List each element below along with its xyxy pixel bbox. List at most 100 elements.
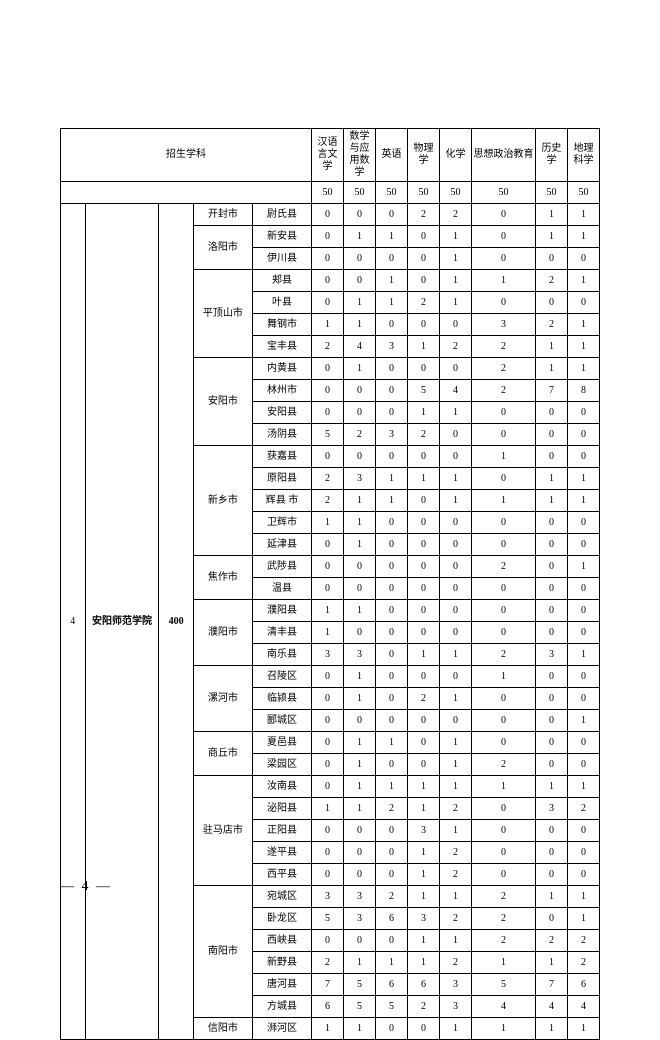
value-cell: 0: [408, 578, 440, 600]
value-cell: 1: [408, 886, 440, 908]
total-cell: 400: [159, 204, 193, 1040]
value-cell: 0: [344, 622, 376, 644]
value-cell: 1: [439, 270, 471, 292]
value-cell: 1: [567, 1018, 599, 1040]
value-cell: 1: [471, 490, 535, 512]
value-cell: 2: [471, 754, 535, 776]
subject-4: 化学: [439, 129, 471, 182]
value-cell: 2: [439, 842, 471, 864]
value-cell: 1: [408, 798, 440, 820]
value-cell: 0: [312, 204, 344, 226]
county-cell: 郾城区: [252, 710, 311, 732]
value-cell: 0: [535, 732, 567, 754]
value-cell: 2: [408, 688, 440, 710]
value-cell: 0: [408, 314, 440, 336]
value-cell: 1: [439, 820, 471, 842]
value-cell: 0: [471, 600, 535, 622]
value-cell: 0: [471, 798, 535, 820]
value-cell: 1: [471, 666, 535, 688]
header-blank: [61, 182, 312, 204]
county-cell: 临颍县: [252, 688, 311, 710]
value-cell: 3: [439, 996, 471, 1018]
value-cell: 5: [471, 974, 535, 996]
value-cell: 0: [471, 204, 535, 226]
value-cell: 0: [312, 776, 344, 798]
city-cell: 焦作市: [193, 556, 252, 600]
value-cell: 1: [567, 644, 599, 666]
value-cell: 1: [567, 556, 599, 578]
value-cell: 0: [408, 534, 440, 556]
county-cell: 濮阳县: [252, 600, 311, 622]
quota-5: 50: [471, 182, 535, 204]
value-cell: 1: [344, 512, 376, 534]
value-cell: 0: [376, 622, 408, 644]
value-cell: 2: [471, 380, 535, 402]
value-cell: 1: [567, 270, 599, 292]
quota-0: 50: [312, 182, 344, 204]
value-cell: 1: [344, 534, 376, 556]
value-cell: 0: [344, 820, 376, 842]
value-cell: 0: [471, 468, 535, 490]
value-cell: 0: [439, 600, 471, 622]
value-cell: 1: [344, 1018, 376, 1040]
value-cell: 1: [312, 600, 344, 622]
county-cell: 梁园区: [252, 754, 311, 776]
value-cell: 1: [312, 622, 344, 644]
value-cell: 3: [312, 644, 344, 666]
value-cell: 1: [439, 644, 471, 666]
table-row: 4安阳师范学院400开封市尉氏县00022011: [61, 204, 600, 226]
value-cell: 4: [567, 996, 599, 1018]
value-cell: 0: [312, 732, 344, 754]
value-cell: 0: [376, 820, 408, 842]
value-cell: 0: [344, 578, 376, 600]
value-cell: 3: [535, 644, 567, 666]
value-cell: 0: [408, 226, 440, 248]
subject-2: 英语: [376, 129, 408, 182]
value-cell: 1: [535, 336, 567, 358]
enrollment-table: 招生学科 汉语言文学 数学与应用数学 英语 物理学 化学 思想政治教育 历史学 …: [60, 128, 600, 1040]
value-cell: 0: [439, 424, 471, 446]
value-cell: 6: [376, 974, 408, 996]
value-cell: 0: [312, 578, 344, 600]
value-cell: 0: [567, 402, 599, 424]
value-cell: 1: [408, 336, 440, 358]
quota-7: 50: [567, 182, 599, 204]
value-cell: 2: [471, 336, 535, 358]
city-cell: 平顶山市: [193, 270, 252, 358]
county-cell: 南乐县: [252, 644, 311, 666]
value-cell: 1: [408, 952, 440, 974]
value-cell: 1: [439, 688, 471, 710]
subject-7: 地理科学: [567, 129, 599, 182]
value-cell: 0: [344, 380, 376, 402]
value-cell: 0: [344, 864, 376, 886]
value-cell: 0: [471, 864, 535, 886]
value-cell: 1: [439, 732, 471, 754]
value-cell: 0: [312, 248, 344, 270]
value-cell: 0: [535, 622, 567, 644]
value-cell: 0: [535, 600, 567, 622]
value-cell: 0: [471, 820, 535, 842]
value-cell: 1: [535, 886, 567, 908]
value-cell: 2: [471, 886, 535, 908]
subject-3: 物理学: [408, 129, 440, 182]
value-cell: 0: [535, 820, 567, 842]
value-cell: 1: [376, 468, 408, 490]
value-cell: 1: [344, 688, 376, 710]
value-cell: 5: [376, 996, 408, 1018]
county-cell: 叶县: [252, 292, 311, 314]
value-cell: 3: [312, 886, 344, 908]
value-cell: 0: [567, 820, 599, 842]
city-cell: 驻马店市: [193, 776, 252, 886]
value-cell: 0: [344, 556, 376, 578]
county-cell: 泌阳县: [252, 798, 311, 820]
value-cell: 1: [376, 732, 408, 754]
value-cell: 1: [439, 248, 471, 270]
value-cell: 0: [376, 600, 408, 622]
value-cell: 2: [312, 336, 344, 358]
value-cell: 1: [376, 776, 408, 798]
value-cell: 1: [567, 490, 599, 512]
value-cell: 0: [376, 864, 408, 886]
value-cell: 2: [471, 644, 535, 666]
value-cell: 0: [312, 402, 344, 424]
value-cell: 7: [312, 974, 344, 996]
